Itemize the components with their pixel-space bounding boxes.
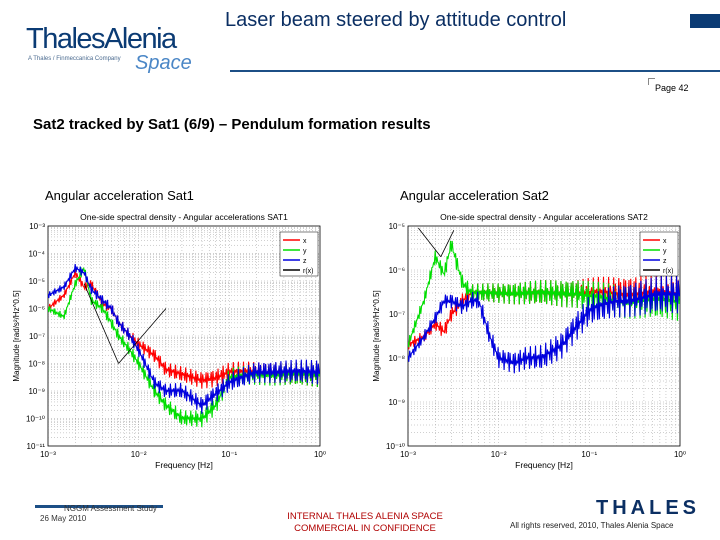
confidential-line-2: COMMERCIAL IN CONFIDENCE <box>294 523 436 534</box>
x-tick-label: 10⁻³ <box>400 450 416 459</box>
annotation-line <box>118 308 167 364</box>
series-line-z <box>48 263 320 414</box>
x-tick-label: 10⁻² <box>131 450 147 459</box>
y-tick-label: 10⁻⁵ <box>389 222 405 231</box>
logo-text: ThalesAlenia <box>26 23 177 55</box>
x-tick-label: 10⁰ <box>674 450 686 459</box>
series-group <box>408 240 680 374</box>
y-tick-label: 10⁻³ <box>29 222 45 231</box>
x-tick-label: 10⁻¹ <box>581 450 597 459</box>
chart-title: One-side spectral density - Angular acce… <box>80 212 288 222</box>
footer-study: NGGM Assessment Study <box>64 504 157 513</box>
panel-label-sat1: Angular acceleration Sat1 <box>45 188 194 203</box>
x-tick-label: 10⁻³ <box>40 450 56 459</box>
header-divider <box>230 70 720 72</box>
y-tick-label: 10⁻⁵ <box>29 277 45 286</box>
page-number: Page 42 <box>655 83 689 93</box>
page-corner-mark <box>648 78 655 85</box>
legend-entry: y <box>303 248 307 255</box>
x-tick-label: 10⁻² <box>491 450 507 459</box>
x-axis-label: Frequency [Hz] <box>155 460 213 470</box>
legend-entry: y <box>663 248 667 255</box>
y-tick-label: 10⁻¹¹ <box>27 442 46 451</box>
chart-title: One-side spectral density - Angular acce… <box>440 212 648 222</box>
panel-label-sat2: Angular acceleration Sat2 <box>400 188 549 203</box>
y-tick-label: 10⁻¹⁰ <box>386 442 405 451</box>
slide-subtitle: Sat2 tracked by Sat1 (6/9) – Pendulum fo… <box>33 116 431 133</box>
y-tick-label: 10⁻⁹ <box>388 398 405 407</box>
series-line-z <box>408 275 680 374</box>
footer-rights: All rights reserved, 2010, Thales Alenia… <box>510 521 674 530</box>
logo-subtext: A Thales / Finmeccanica Company <box>28 56 121 62</box>
legend-entry: x <box>303 238 307 245</box>
annotation-line <box>83 283 119 364</box>
chart-sat2-svg: One-side spectral density - Angular acce… <box>372 212 686 470</box>
y-tick-label: 10⁻⁴ <box>28 250 45 259</box>
annotation-line <box>418 227 442 258</box>
annotation-line <box>440 230 455 257</box>
header-accent-bar <box>690 14 720 28</box>
y-tick-label: 10⁻⁸ <box>389 354 406 363</box>
y-axis-label: Magnitude [rad/s²/Hz^0.5] <box>372 290 381 381</box>
y-tick-label: 10⁻¹⁰ <box>26 415 45 424</box>
x-tick-label: 10⁻¹ <box>221 450 237 459</box>
slide-header-title: Laser beam steered by attitude control <box>225 9 567 31</box>
confidential-line-1: INTERNAL THALES ALENIA SPACE <box>287 511 443 522</box>
x-axis-label: Frequency [Hz] <box>515 460 573 470</box>
y-tick-label: 10⁻⁸ <box>29 360 46 369</box>
y-axis-label: Magnitude [rad/s²/Hz^0.5] <box>12 290 21 381</box>
legend-entry: r(x) <box>303 268 314 275</box>
y-tick-label: 10⁻⁶ <box>389 266 405 275</box>
footer-confidentiality: INTERNAL THALES ALENIA SPACE COMMERCIAL … <box>265 511 465 535</box>
footer-date: 26 May 2010 <box>40 514 87 523</box>
legend-entry: z <box>663 258 667 265</box>
chart-sat1: One-side spectral density - Angular acce… <box>8 210 338 472</box>
chart-sat2: One-side spectral density - Angular acce… <box>368 210 698 472</box>
legend-entry: r(x) <box>663 268 674 275</box>
series-group <box>48 263 320 428</box>
y-tick-label: 10⁻⁹ <box>28 387 45 396</box>
footer-divider <box>35 505 163 508</box>
legend-entry: x <box>663 238 667 245</box>
y-tick-label: 10⁻⁶ <box>29 305 45 314</box>
chart-sat1-svg: One-side spectral density - Angular acce… <box>12 212 326 470</box>
company-logo: ThalesAlenia A Thales / Finmeccanica Com… <box>22 10 192 75</box>
logo-space-text: Space <box>135 52 192 74</box>
plot-area <box>407 225 681 447</box>
legend-entry: z <box>303 258 307 265</box>
grid <box>408 226 680 446</box>
thales-logo: THALES <box>596 497 700 519</box>
y-tick-label: 10⁻⁷ <box>389 310 405 319</box>
x-tick-label: 10⁰ <box>314 450 326 459</box>
y-tick-label: 10⁻⁷ <box>29 332 45 341</box>
